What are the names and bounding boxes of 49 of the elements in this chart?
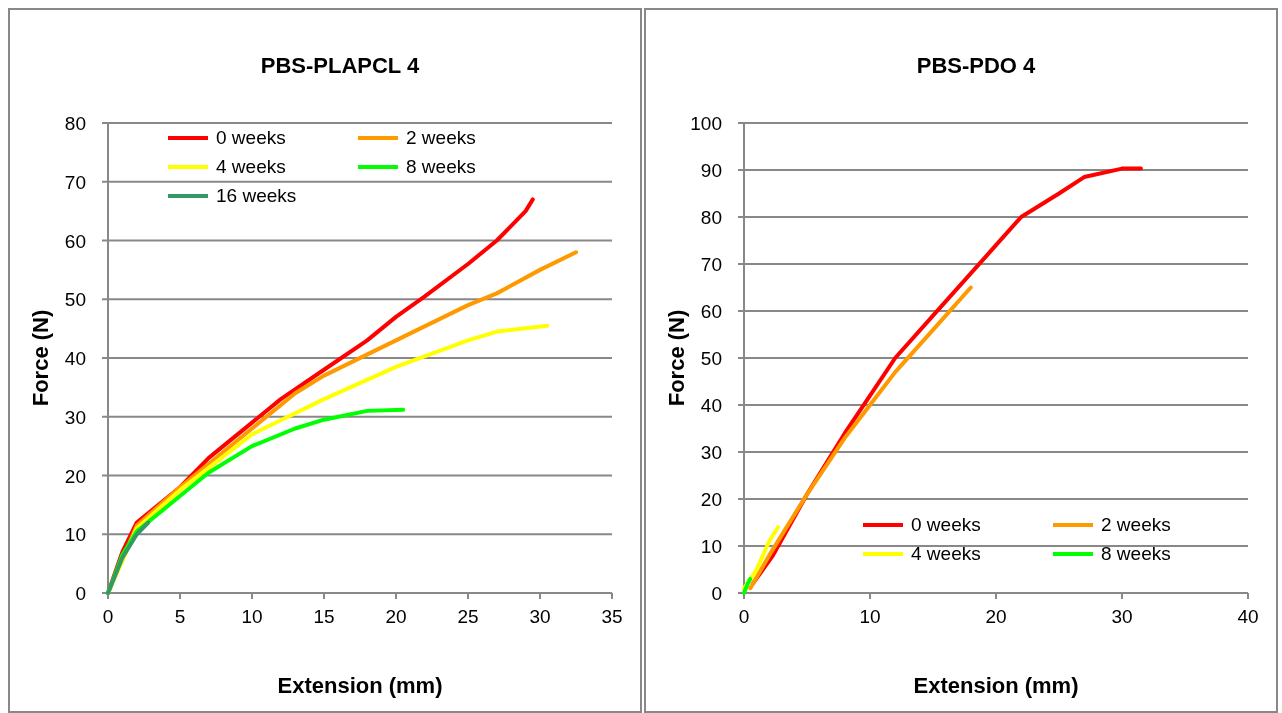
y-tick-label: 20	[64, 465, 86, 487]
y-tick-label: 70	[64, 171, 86, 193]
y-tick-label: 10	[700, 536, 722, 557]
y-axis-title: Force (N)	[664, 309, 689, 407]
legend-label: 4 weeks	[911, 543, 981, 564]
x-tick-label: 20	[985, 606, 1007, 627]
legend-label: 8 weeks	[1101, 543, 1171, 564]
legend-label: 2 weeks	[1101, 514, 1171, 535]
legend-label: 4 weeks	[216, 156, 286, 177]
y-tick-label: 60	[700, 301, 722, 322]
legend-label: 8 weeks	[406, 156, 476, 177]
y-tick-label: 40	[64, 348, 86, 369]
x-tick-label: 20	[385, 606, 407, 627]
y-tick-label: 40	[700, 395, 722, 416]
x-tick-label: 40	[1237, 606, 1259, 627]
x-tick-label: 10	[859, 606, 881, 627]
chart-title: PBS-PLAPCL 4	[260, 53, 421, 78]
x-axis-title: Extension (mm)	[277, 673, 443, 698]
y-tick-label: 90	[700, 160, 722, 181]
x-tick-label: 15	[313, 606, 335, 627]
x-tick-label: 0	[102, 606, 114, 627]
y-tick-label: 60	[64, 230, 86, 252]
y-tick-label: 100	[690, 113, 722, 134]
x-tick-label: 0	[738, 606, 750, 627]
y-tick-label: 70	[700, 254, 722, 275]
y-tick-label: 10	[64, 524, 86, 546]
legend-label: 0 weeks	[911, 514, 981, 535]
line-series	[106, 520, 151, 595]
x-tick-label: 5	[174, 606, 186, 627]
y-axis-title: Force (N)	[28, 309, 53, 407]
y-tick-label: 50	[64, 289, 86, 311]
y-tick-label: 30	[700, 442, 722, 463]
y-tick-label: 20	[700, 489, 722, 510]
x-tick-label: 35	[601, 606, 623, 627]
x-tick-label: 10	[241, 606, 263, 627]
x-tick-label: 25	[457, 606, 479, 627]
legend-label: 0 weeks	[216, 127, 286, 148]
legend-label: 2 weeks	[406, 127, 476, 148]
y-tick-label: 80	[64, 113, 86, 134]
y-tick-label: 30	[64, 406, 86, 428]
y-tick-label: 0	[75, 583, 86, 604]
y-tick-label: 50	[700, 348, 722, 369]
y-tick-label: 80	[700, 207, 722, 228]
y-tick-label: 0	[711, 583, 722, 604]
x-tick-label: 30	[529, 606, 551, 627]
x-tick-label: 30	[1111, 606, 1133, 627]
legend-label: 16 weeks	[216, 185, 297, 206]
chart-title: PBS-PDO 4	[916, 53, 1037, 78]
x-axis-title: Extension (mm)	[913, 673, 1079, 698]
